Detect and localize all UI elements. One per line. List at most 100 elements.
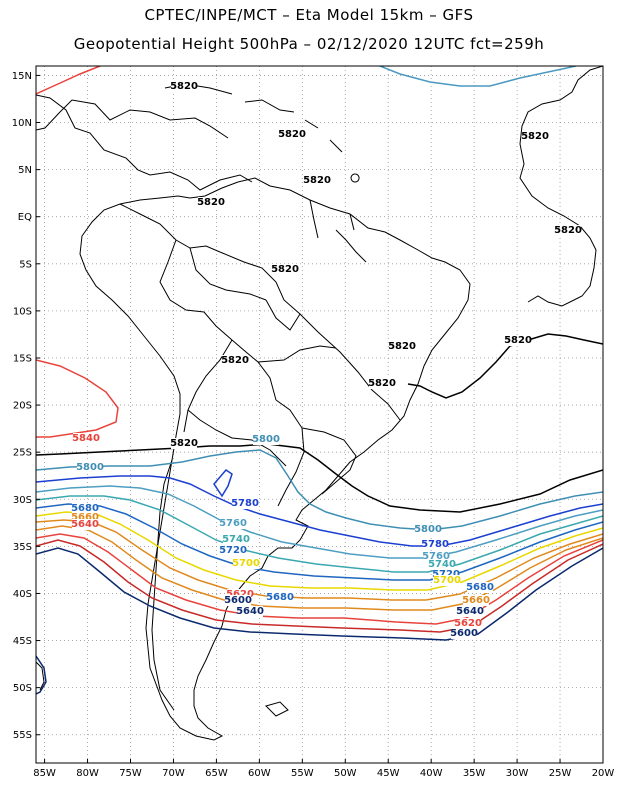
contour-label: 5620 [226,589,254,600]
contour-label: 5820 [521,131,549,142]
contour-label-bg [415,524,441,535]
contour-label-bg [72,512,98,523]
contour-label: 5640 [236,606,264,617]
contour-label-bg [369,378,395,389]
contour-label-bg [451,628,477,639]
lon-tick-label: 50W [334,768,357,779]
lon-tick-label: 65W [205,768,228,779]
contour-label: 5760 [422,551,450,562]
lon-tick-label: 20W [592,768,615,779]
contour-label: 5600 [224,595,252,606]
contour-label-bg [433,569,459,580]
contour-label: 5680 [466,582,494,593]
plot-frame [35,65,604,764]
lon-tick-label: 40W [420,768,443,779]
contour-label-bg [505,335,531,346]
contour-label-bg [222,355,248,366]
contour-label: 5640 [71,519,99,530]
lon-tick-label: 70W [162,768,185,779]
contour-label: 5660 [462,595,490,606]
contour-label: 5740 [428,559,456,570]
contour-label-bg [225,595,251,606]
lat-tick-label: 5N [18,165,32,176]
lat-tick-label: 55S [13,730,32,741]
contour-label-bg [279,129,305,140]
contour-label: 5820 [388,341,416,352]
contour-label: 5760 [219,518,247,529]
longitude-axis: 85W 80W 75W 70W 65W 60W 55W 50W 45W 40W 35W 30W 25W 2… [33,759,614,779]
contour-label: 5640 [456,606,484,617]
contour-label: 5680 [71,503,99,514]
contour-label: 5820 [368,378,396,389]
lat-tick-label: 50S [13,683,32,694]
lat-tick-label: 5S [19,259,32,270]
contour-label: 5800 [76,462,104,473]
lat-tick-label: 30S [13,495,32,506]
contour-label-bg [422,539,448,550]
contour-labels: 5820 5820 5820 5820 5820 5820 5820 5820 5820 5820… [71,81,582,639]
map-subtitle: Geopotential Height 500hPa – 02/12/2020 … [73,35,545,53]
contour-label-bg [267,592,293,603]
contour-label-bg [467,582,493,593]
contour-label-bg [272,264,298,275]
lat-tick-label: 10N [12,118,32,129]
contour-label: 5800 [252,434,280,445]
latitude-axis: 15N 10N 5N EQ 5S 10S 15S 20S 25S 30S 35S 40S 45S 50S 5… [12,71,40,741]
contour-label-bg [389,341,415,352]
contour-label-bg [220,518,246,529]
contour-label: 5800 [414,524,442,535]
contour-label-bg [223,534,249,545]
contour-label-bg [555,225,581,236]
contour-label-bg [253,434,279,445]
contour-label: 5820 [271,264,299,275]
contour-label: 5780 [421,539,449,550]
contour-label: 5840 [72,433,100,444]
contour-label-bg [220,545,246,556]
lat-tick-label: 20S [13,401,32,412]
contour-label: 5820 [221,355,249,366]
lat-tick-label: 10S [13,306,32,317]
lat-tick-label: 25S [13,448,32,459]
lat-tick-label: 45S [13,636,32,647]
contour-label: 5820 [303,175,331,186]
lon-tick-label: 80W [76,768,99,779]
lon-tick-label: 35W [463,768,486,779]
contour-label-bg [455,618,481,629]
map-title: CPTEC/INPE/MCT – Eta Model 15km – GFS [144,6,474,24]
contour-label-bg [522,131,548,142]
contour-label-bg [233,558,259,569]
contour-label: 5780 [231,498,259,509]
lat-tick-label: 15S [13,353,32,364]
lat-tick-label: 15N [12,71,32,82]
contour-label: 5620 [454,618,482,629]
contour-label-bg [198,197,224,208]
contour-label-bg [463,595,489,606]
contour-label: 5720 [432,569,460,580]
contour-label-bg [77,462,103,473]
contour-label-bg [304,175,330,186]
contour-label: 5820 [504,335,532,346]
contour-label-bg [72,519,98,530]
contour-label-bg [73,433,99,444]
lon-tick-label: 25W [549,768,572,779]
contour-label: 5740 [222,534,250,545]
lon-tick-label: 45W [377,768,400,779]
contour-label: 5820 [197,197,225,208]
contour-label-bg [423,551,449,562]
contour-label: 5600 [450,628,478,639]
contour-label: 5820 [170,438,198,449]
lat-tick-label: 40S [13,589,32,600]
contour-label-bg [232,498,258,509]
height-contours [36,66,603,695]
contour-label-bg [434,575,460,586]
contour-label-bg [237,606,263,617]
lat-lon-grid [36,66,603,763]
contour-label: 5720 [219,545,247,556]
lon-tick-label: 75W [119,768,142,779]
lat-tick-label: EQ [18,212,32,223]
coastlines-and-borders [36,66,603,741]
contour-label: 5820 [554,225,582,236]
lat-tick-label: 35S [13,542,32,553]
contour-label: 5680 [266,592,294,603]
